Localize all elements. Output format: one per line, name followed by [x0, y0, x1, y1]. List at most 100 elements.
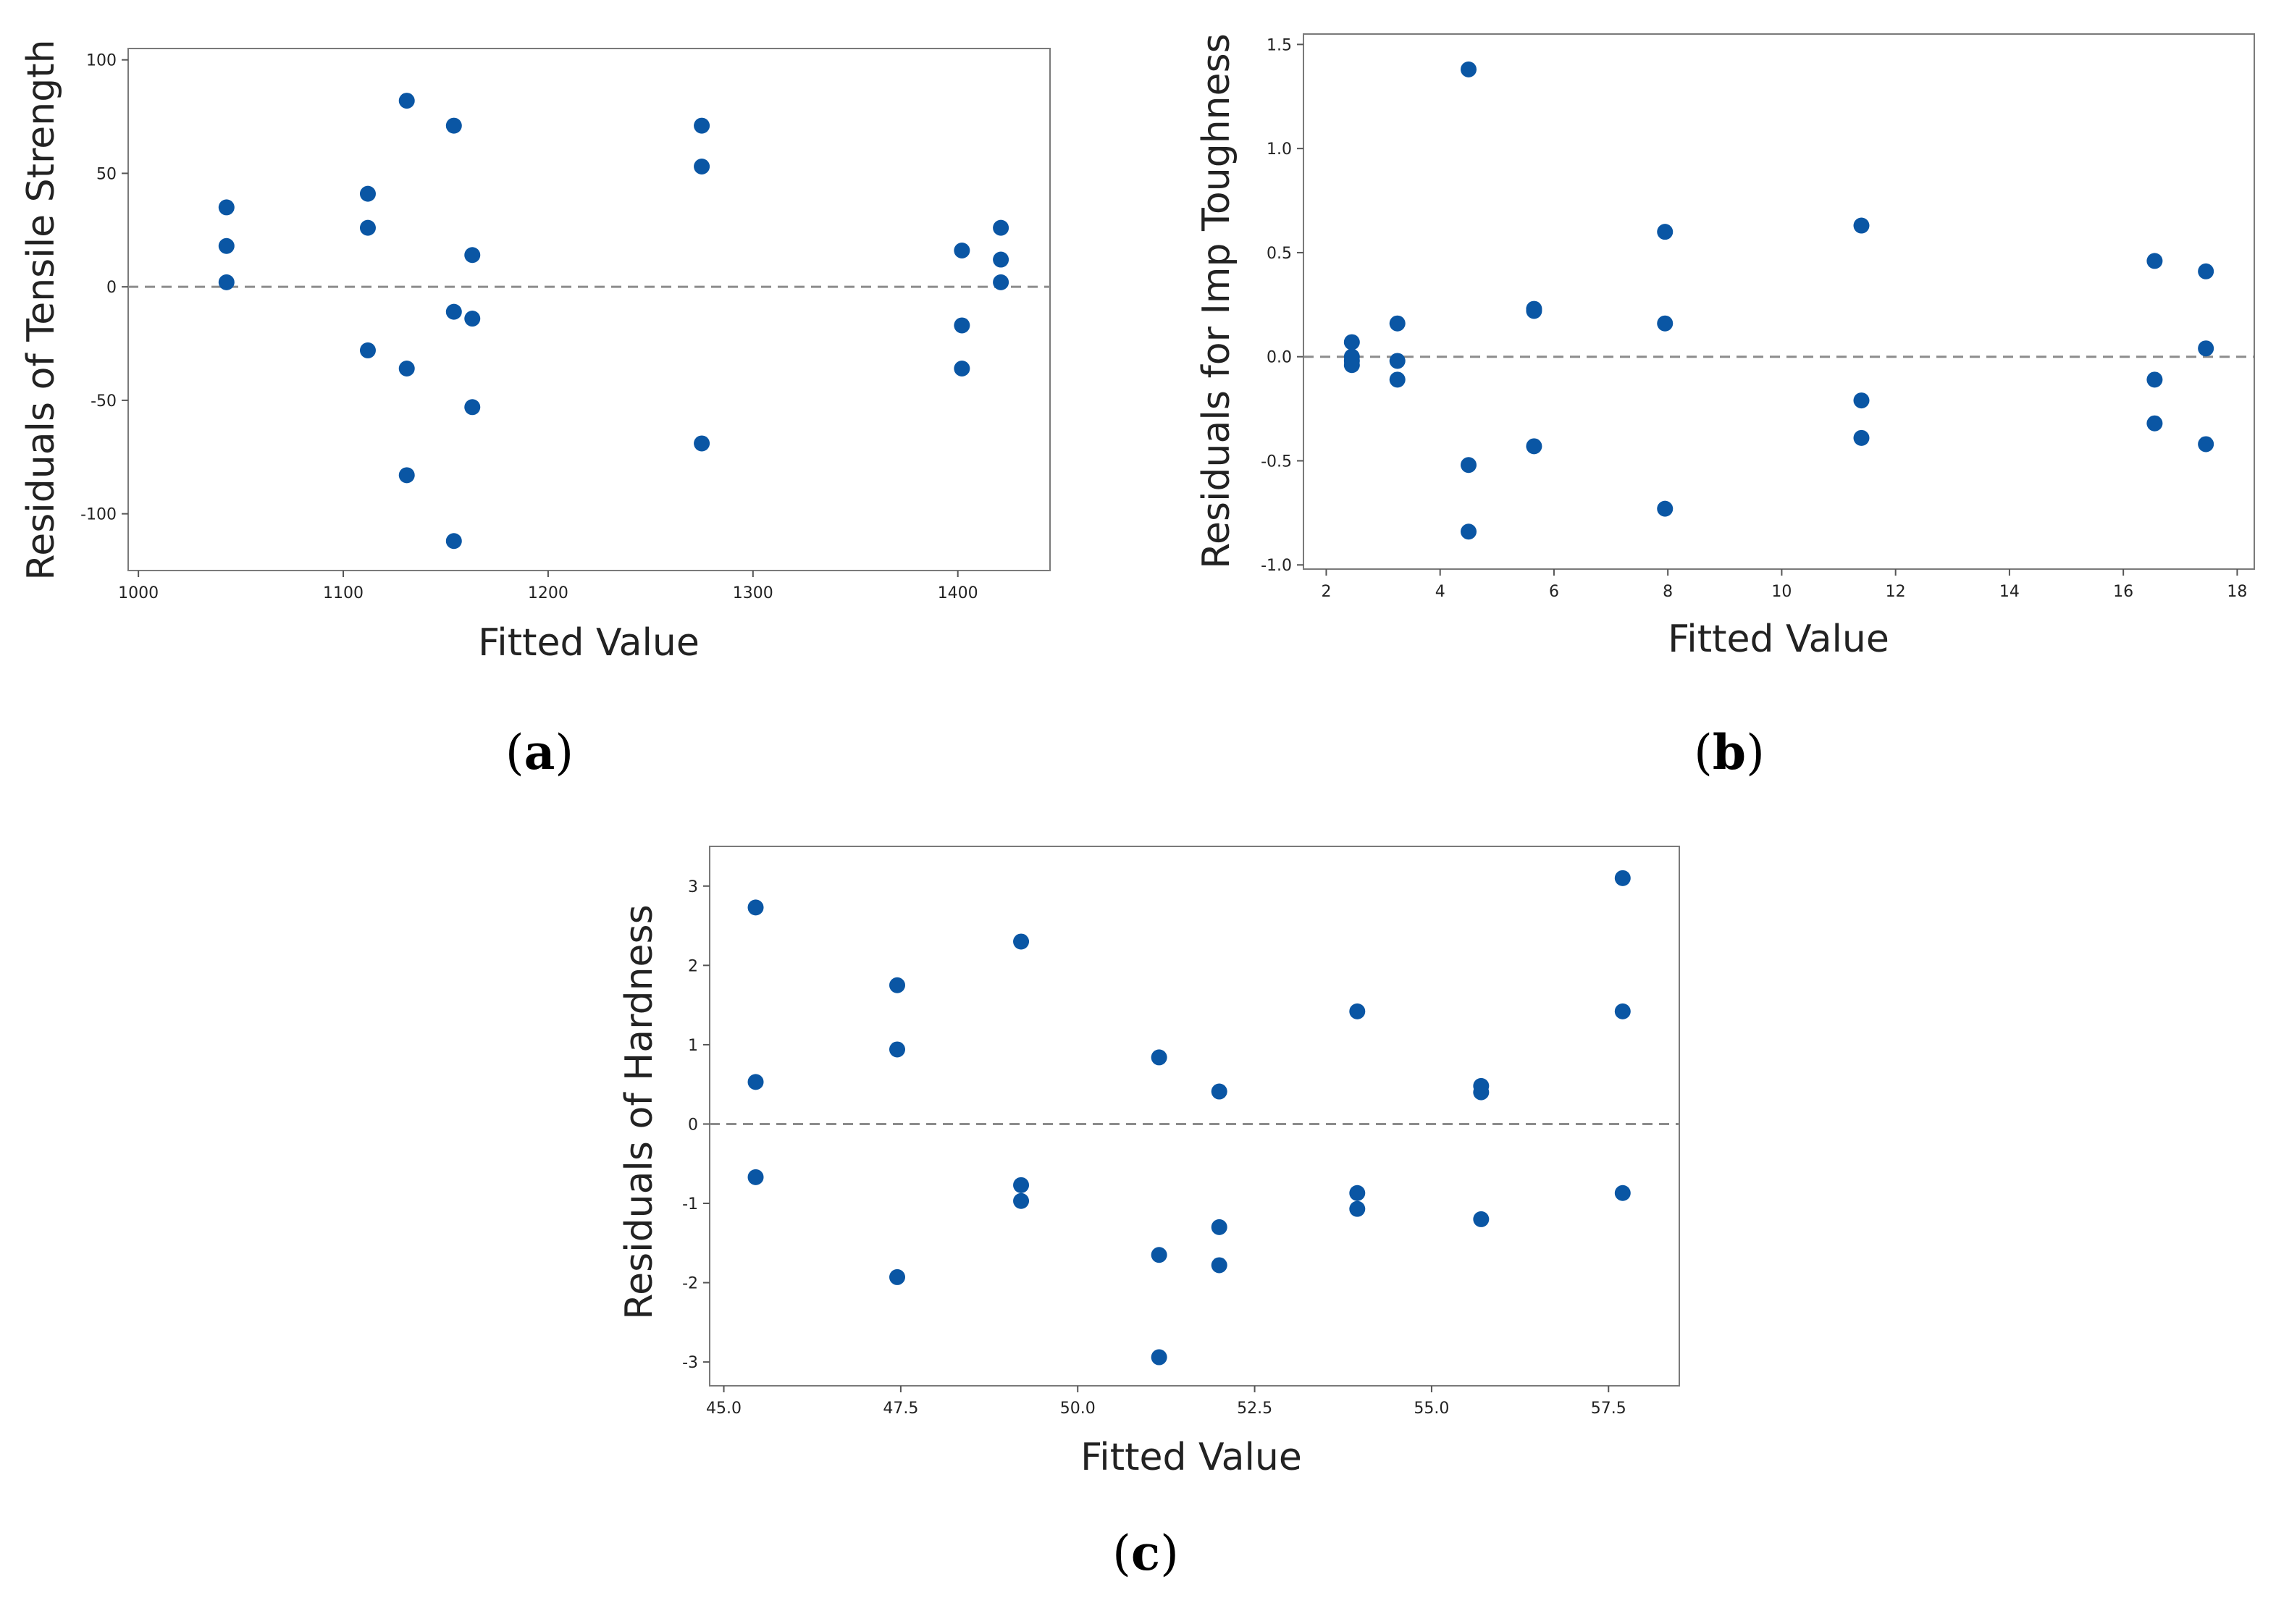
- x-tick-label: 18: [2227, 583, 2247, 601]
- caption-open-paren: (: [1694, 725, 1713, 781]
- x-tick-label: 1100: [323, 584, 364, 602]
- data-point: [445, 117, 462, 134]
- y-tick-label: -50: [91, 392, 117, 411]
- scatter-points: [747, 870, 1631, 1366]
- x-tick-label: 45.0: [706, 1400, 742, 1418]
- data-point: [993, 251, 1009, 268]
- data-point: [398, 93, 415, 109]
- caption-letter: a: [524, 724, 555, 781]
- data-point: [747, 1169, 764, 1185]
- data-point: [1013, 1177, 1030, 1193]
- y-tick-label: 2: [688, 957, 698, 975]
- x-tick-label: 1000: [118, 584, 159, 602]
- x-tick-label: 10: [1771, 583, 1792, 601]
- data-point: [694, 435, 710, 452]
- x-tick-label: 52.5: [1237, 1400, 1272, 1418]
- x-tick-label: 6: [1549, 583, 1559, 601]
- x-tick-label: 14: [1999, 583, 2020, 601]
- data-point: [218, 237, 235, 254]
- data-point: [218, 199, 235, 216]
- scatter-points: [218, 93, 1009, 550]
- data-point: [1343, 334, 1360, 350]
- data-point: [1526, 303, 1542, 319]
- y-tick-label: 0.5: [1267, 245, 1292, 263]
- data-point: [747, 899, 764, 916]
- x-axis-title: Fitted Value: [1668, 618, 1889, 661]
- y-tick-label: -2: [682, 1275, 698, 1293]
- data-point: [398, 467, 415, 484]
- data-point: [1853, 429, 1870, 446]
- data-point: [1013, 933, 1030, 950]
- data-point: [1614, 1003, 1631, 1019]
- data-point: [1211, 1257, 1227, 1274]
- data-point: [1473, 1211, 1490, 1227]
- data-point: [1657, 224, 1674, 240]
- data-point: [464, 247, 481, 264]
- data-point: [1473, 1084, 1490, 1101]
- caption-open-paren: (: [1112, 1526, 1131, 1581]
- y-tick-label: -3: [682, 1354, 698, 1372]
- y-tick-label: 1: [688, 1037, 698, 1055]
- data-point: [1853, 392, 1870, 409]
- data-point: [2198, 340, 2214, 357]
- data-point: [694, 117, 710, 134]
- data-point: [1461, 523, 1477, 540]
- caption-a: (a): [505, 724, 574, 781]
- data-point: [747, 1074, 764, 1090]
- data-point: [445, 303, 462, 320]
- data-point: [1389, 353, 1406, 369]
- data-point: [2198, 436, 2214, 453]
- y-axis-ticks: -3 -2 -1 0 1 2 3: [682, 878, 710, 1372]
- caption-close-paren: ): [555, 725, 574, 781]
- data-point: [993, 274, 1009, 290]
- y-tick-label: -1.0: [1261, 557, 1292, 575]
- x-axis-ticks: 45.0 47.5 50.0 52.5 55.0 57.5: [706, 1386, 1626, 1418]
- data-point: [359, 342, 376, 358]
- y-tick-label: -1: [682, 1195, 698, 1213]
- x-axis-ticks: 2 4 6 8 10 12 14 16 18: [1321, 569, 2247, 601]
- data-point: [445, 533, 462, 550]
- data-point: [1151, 1049, 1167, 1066]
- data-point: [1013, 1192, 1030, 1209]
- data-point: [1211, 1219, 1227, 1235]
- data-point: [2146, 415, 2163, 432]
- data-point: [359, 219, 376, 236]
- data-point: [1657, 500, 1674, 517]
- x-tick-label: 16: [2113, 583, 2133, 601]
- data-point: [1614, 1185, 1631, 1201]
- data-point: [1526, 438, 1542, 455]
- y-tick-label: 100: [86, 52, 117, 70]
- data-point: [993, 219, 1009, 236]
- caption-open-paren: (: [505, 725, 524, 781]
- data-point: [1461, 457, 1477, 474]
- plot-frame: [127, 48, 1051, 571]
- data-point: [954, 317, 970, 334]
- data-point: [1151, 1349, 1167, 1366]
- x-axis-title: Fitted Value: [478, 621, 700, 665]
- panel-c-hardness: 45.0 47.5 50.0 52.5 55.0 57.5 -3 -2 -1 0 1 2 3 Fitt…: [618, 846, 1680, 1479]
- data-point: [398, 361, 415, 377]
- y-tick-label: -0.5: [1261, 453, 1292, 471]
- y-tick-label: -100: [80, 506, 117, 524]
- y-tick-label: 1.5: [1267, 36, 1292, 54]
- data-point: [1389, 371, 1406, 388]
- data-point: [2146, 371, 2163, 388]
- y-tick-label: 0: [688, 1116, 698, 1134]
- y-tick-label: 3: [688, 878, 698, 896]
- data-point: [1389, 315, 1406, 332]
- data-point: [2198, 263, 2214, 279]
- x-tick-label: 12: [1886, 583, 1906, 601]
- data-point: [2146, 253, 2163, 269]
- x-tick-label: 1400: [938, 584, 978, 602]
- caption-c: (c): [1112, 1525, 1179, 1581]
- x-axis-ticks: 1000 1100 1200 1300 1400: [118, 571, 978, 602]
- y-axis-ticks: -1.0 -0.5 0.0 0.5 1.0 1.5: [1261, 36, 1303, 575]
- x-tick-label: 2: [1321, 583, 1331, 601]
- data-point: [1211, 1083, 1227, 1100]
- x-tick-label: 55.0: [1414, 1400, 1449, 1418]
- y-axis-title: Residuals for Imp Toughness: [1195, 33, 1238, 569]
- panel-a-tensile-strength: 1000 1100 1200 1300 1400 -100 -50 0 50 100 Fitte…: [20, 39, 1051, 665]
- data-point: [1853, 217, 1870, 234]
- x-tick-label: 57.5: [1591, 1400, 1626, 1418]
